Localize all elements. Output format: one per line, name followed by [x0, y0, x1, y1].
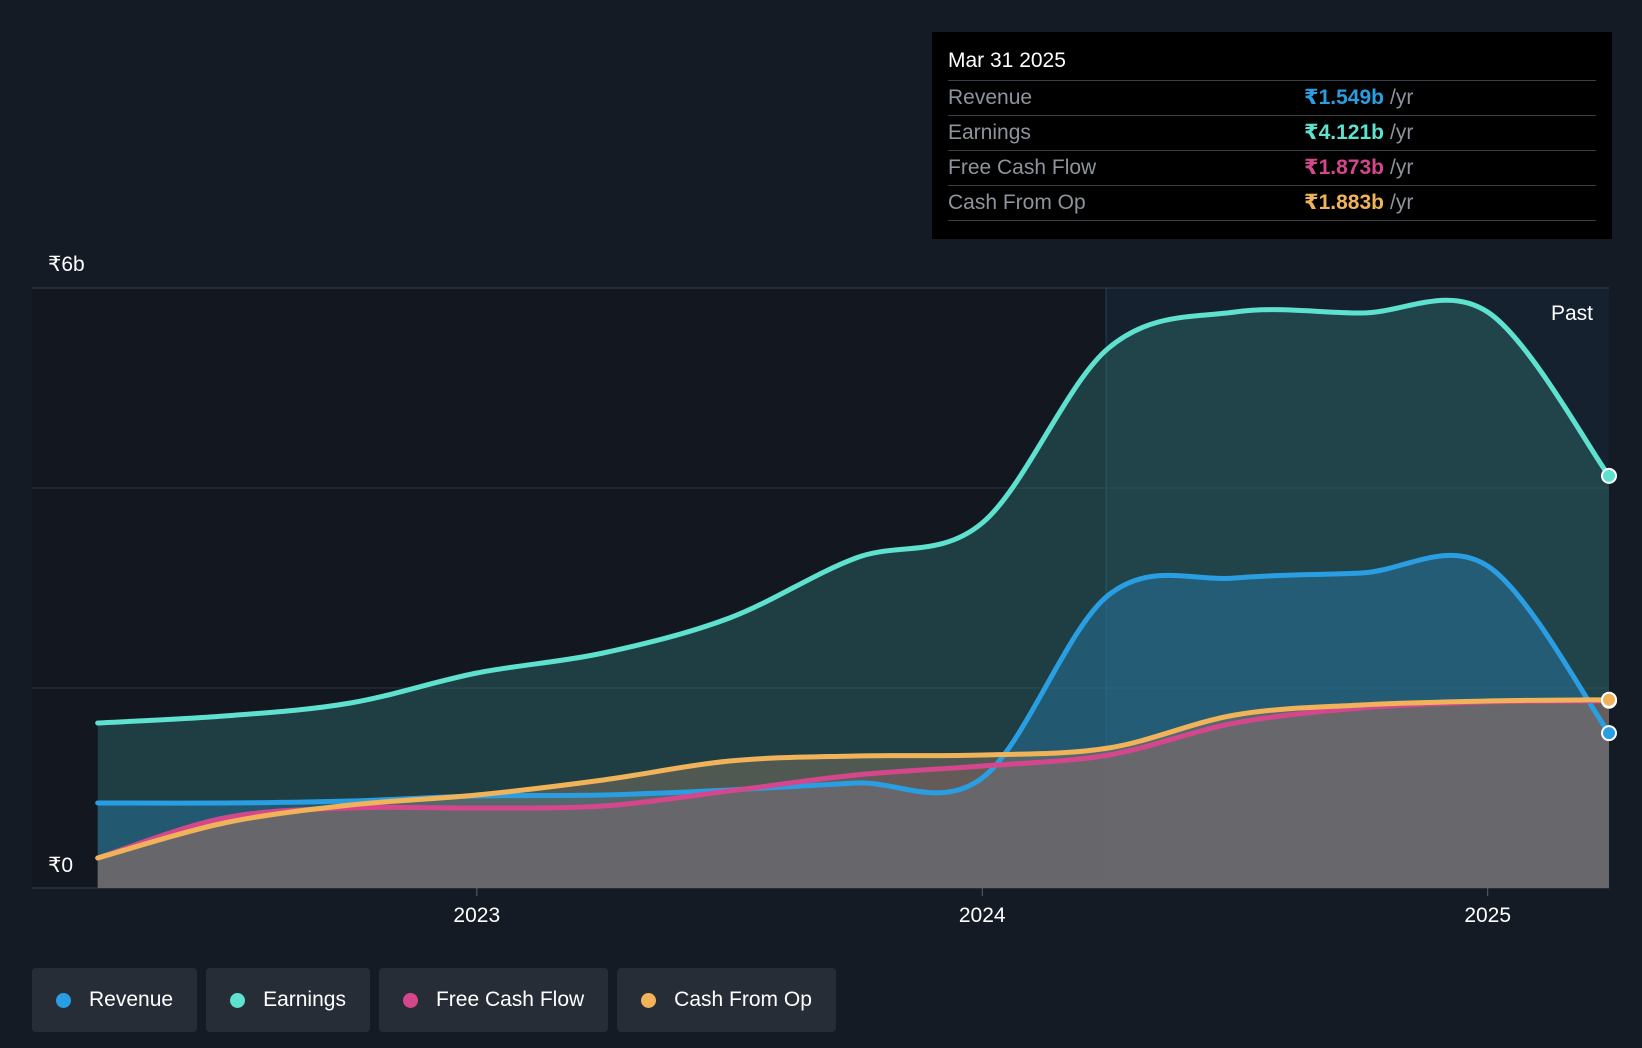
tooltip-label: Revenue — [948, 86, 1033, 109]
tooltip-row-cash-from-op: Cash From Op ₹1.883b /yr — [948, 186, 1596, 221]
tooltip-unit: /yr — [1390, 86, 1414, 109]
tooltip-row-earnings: Earnings ₹4.121b /yr — [948, 116, 1596, 151]
legend-free-cash-flow[interactable]: Free Cash Flow — [378, 968, 609, 1032]
legend-revenue[interactable]: Revenue — [32, 968, 198, 1032]
legend-label: Earnings — [263, 988, 346, 1011]
endpoint-revenue — [1601, 725, 1617, 742]
series-areas — [97, 300, 1609, 888]
x-tick-label: 2024 — [959, 904, 1006, 927]
area-cash-from-op — [97, 699, 1609, 888]
endpoint-earnings — [1601, 467, 1617, 484]
x-axis-ticks: 2023 2024 2025 — [453, 888, 1511, 927]
legend-dot-icon — [402, 992, 418, 1008]
area-revenue — [97, 555, 1609, 888]
x-tick-label: 2023 — [453, 904, 500, 927]
tooltip-row-free-cash-flow: Free Cash Flow ₹1.873b /yr — [948, 151, 1596, 186]
legend-dot-icon — [641, 992, 657, 1008]
past-label: Past — [1551, 302, 1593, 325]
line-earnings — [95, 297, 1612, 726]
tooltip-value: ₹4.121b — [1304, 121, 1384, 144]
line-revenue — [95, 552, 1612, 806]
series-lines — [95, 297, 1612, 861]
tooltip-date: Mar 31 2025 — [948, 46, 1596, 81]
legend-dot-icon — [230, 992, 246, 1008]
area-free-cash-flow — [97, 700, 1609, 888]
line-cash-from-op — [95, 697, 1612, 861]
chart-area: 2023 2024 2025 ₹6b ₹0 Past — [32, 253, 1617, 927]
legend-label: Revenue — [89, 988, 174, 1011]
tooltip-label: Free Cash Flow — [948, 156, 1097, 179]
chart-legend: Revenue Earnings Free Cash Flow Cash Fro… — [32, 968, 845, 1032]
y-axis-top-label: ₹6b — [48, 253, 85, 276]
tooltip-unit: /yr — [1390, 156, 1414, 179]
endpoint-cash-from-op — [1601, 691, 1617, 708]
legend-earnings[interactable]: Earnings — [206, 968, 370, 1032]
legend-label: Free Cash Flow — [435, 988, 585, 1011]
tooltip-label: Earnings — [948, 121, 1031, 144]
tooltip-value: ₹1.549b — [1304, 86, 1384, 109]
hover-tooltip: Mar 31 2025 Revenue ₹1.549b /yr Earnings… — [932, 32, 1612, 239]
series-endpoints — [1601, 467, 1617, 742]
line-free-cash-flow — [95, 698, 1612, 861]
x-tick-label: 2025 — [1464, 904, 1511, 927]
y-axis-bottom-label: ₹0 — [48, 854, 73, 877]
tooltip-value: ₹1.873b — [1304, 156, 1384, 179]
area-earnings — [97, 300, 1609, 888]
legend-cash-from-op[interactable]: Cash From Op — [617, 968, 836, 1032]
past-region-highlight — [1106, 288, 1609, 888]
legend-dot-icon — [56, 992, 71, 1008]
tooltip-label: Cash From Op — [948, 191, 1086, 214]
tooltip-unit: /yr — [1390, 191, 1414, 214]
tooltip-unit: /yr — [1390, 121, 1414, 144]
tooltip-row-revenue: Revenue ₹1.549b /yr — [948, 81, 1596, 116]
legend-label: Cash From Op — [674, 988, 812, 1011]
tooltip-value: ₹1.883b — [1304, 191, 1384, 214]
gridlines — [32, 287, 1609, 889]
